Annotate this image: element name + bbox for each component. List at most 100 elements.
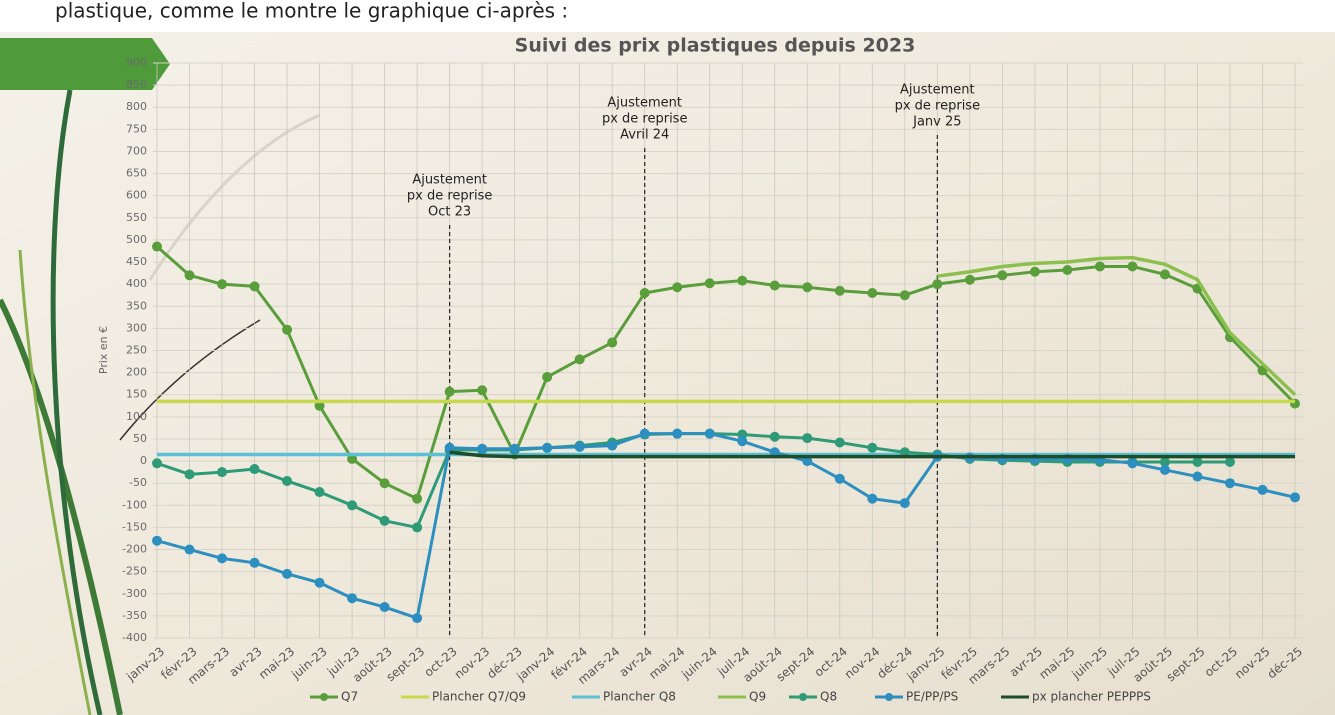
point (899, 290, 910, 301)
point (282, 324, 293, 335)
point (282, 568, 293, 579)
y-tick-label: 750 (126, 122, 147, 135)
point (217, 553, 228, 564)
y-axis-title: Prix en € (97, 326, 110, 374)
y-tick-label: 300 (126, 321, 147, 334)
y-tick-label: -350 (122, 609, 147, 622)
point (282, 475, 293, 486)
green-tab (0, 38, 170, 90)
point (1159, 269, 1170, 280)
legend-label: Q8 (820, 690, 837, 704)
point (542, 372, 553, 383)
point (1224, 478, 1235, 489)
point (412, 493, 423, 504)
point (1127, 458, 1138, 469)
point (347, 500, 358, 511)
point (574, 354, 585, 365)
chart-title: Suivi des prix plastiques depuis 2023 (515, 35, 916, 57)
y-tick-label: 800 (126, 100, 147, 113)
point (704, 278, 715, 289)
legend-marker (885, 693, 893, 701)
point (607, 440, 618, 451)
y-tick-label: -100 (122, 498, 147, 511)
point (412, 613, 423, 624)
point (834, 473, 845, 484)
y-tick-label: -150 (122, 520, 147, 533)
point (152, 458, 162, 469)
y-tick-label: 150 (126, 388, 147, 401)
point (1192, 456, 1203, 467)
point (672, 282, 683, 293)
point (379, 515, 390, 526)
point (867, 288, 878, 298)
point (412, 522, 423, 533)
point (379, 602, 390, 613)
point (639, 428, 650, 439)
annotation: Ajustement (900, 83, 975, 98)
point (802, 433, 813, 444)
point (1257, 484, 1268, 495)
point (542, 442, 553, 453)
point (314, 400, 325, 411)
point (704, 428, 715, 439)
point (867, 442, 878, 453)
point (932, 279, 943, 290)
point (997, 270, 1008, 281)
point (1192, 471, 1203, 482)
y-tick-label: 200 (126, 366, 147, 379)
annotation: Oct 23 (428, 205, 471, 220)
y-tick-label: 50 (133, 432, 147, 445)
legend-marker (320, 693, 328, 701)
point (574, 441, 585, 452)
point (314, 487, 325, 498)
point (477, 385, 488, 396)
annotation: px de reprise (407, 189, 493, 204)
point (834, 285, 845, 296)
point (314, 577, 325, 588)
point (1224, 456, 1235, 467)
point (509, 443, 520, 454)
y-tick-label: 350 (126, 299, 147, 312)
point (834, 437, 845, 448)
point (1159, 456, 1170, 467)
point (444, 442, 455, 453)
point (217, 279, 228, 290)
y-tick-label: 700 (126, 144, 147, 157)
annotation: Ajustement (607, 96, 682, 111)
y-tick-label: 250 (126, 344, 147, 357)
y-tick-label: 600 (126, 189, 147, 202)
point (249, 281, 260, 292)
deco-stroke (18, 249, 92, 715)
annotation: Ajustement (412, 173, 487, 188)
series-line (449, 450, 1295, 459)
y-tick-label: 900 (126, 56, 147, 69)
y-tick-label: 450 (126, 255, 147, 268)
y-tick-label: -300 (122, 587, 147, 600)
point (444, 386, 455, 397)
series-line (937, 255, 1297, 396)
legend-marker (799, 693, 807, 701)
annotation: px de reprise (895, 99, 981, 114)
y-tick-label: -250 (122, 565, 147, 578)
slide-background (0, 32, 1335, 715)
point (802, 282, 813, 293)
point (899, 447, 910, 458)
y-tick-label: 850 (126, 78, 147, 91)
point (1290, 492, 1300, 503)
point (379, 478, 390, 489)
point (867, 493, 878, 504)
point (152, 535, 162, 546)
point (1094, 261, 1105, 272)
point (1127, 261, 1138, 272)
series-line (156, 432, 1296, 621)
point (184, 270, 195, 281)
point (737, 436, 748, 447)
point (1062, 265, 1073, 275)
point (249, 557, 260, 568)
point (347, 453, 358, 464)
y-tick-label: 0 (140, 454, 147, 467)
point (217, 467, 228, 478)
point (1029, 266, 1040, 277)
point (802, 456, 813, 467)
legend-label: Q9 (749, 690, 766, 704)
